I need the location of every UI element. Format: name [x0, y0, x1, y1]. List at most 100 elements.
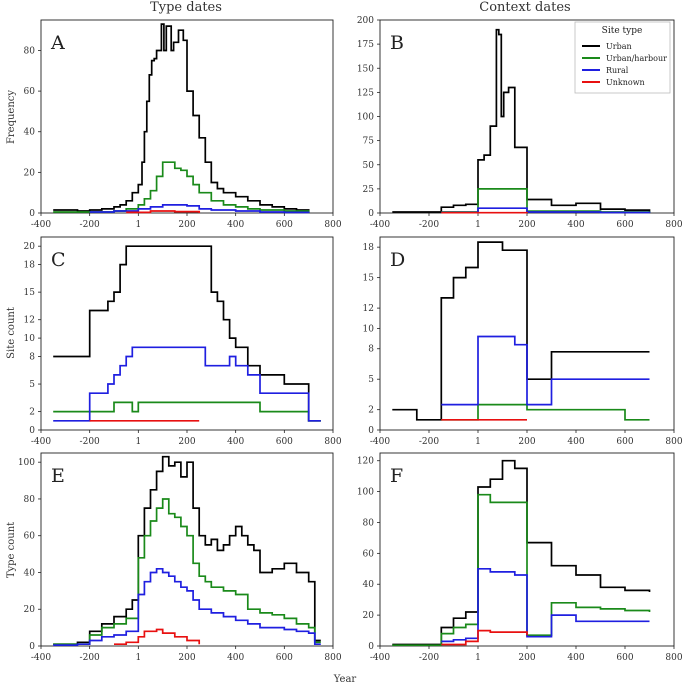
x-tick-label: -400: [370, 437, 390, 447]
y-tick-label: 15: [363, 274, 375, 284]
legend: Site type Urban Urban/harbour Rural Unkn…: [574, 21, 671, 94]
series-urban: [392, 459, 651, 646]
x-tick-label: -200: [419, 653, 439, 663]
panel-f: -400 -200 1 200 400 600 800 0 20 40 60 80 100 120 F: [357, 452, 683, 663]
x-tick-label: 200: [178, 653, 195, 663]
y-tick-label: 60: [24, 87, 36, 97]
x-tick-label: 400: [227, 437, 244, 447]
y-tick-label: 20: [24, 168, 36, 178]
panel-letter: A: [50, 32, 65, 54]
x-tick-label: 1: [475, 437, 481, 447]
panel-letter: C: [51, 249, 66, 271]
y-tick-label: 80: [24, 46, 36, 56]
y-tick-label: 40: [363, 580, 375, 590]
x-tick-label: 800: [324, 220, 341, 230]
series-unknown: [126, 210, 201, 214]
y-tick-label: 125: [357, 88, 374, 98]
series-urban: [53, 245, 321, 422]
y-tick-label: 50: [363, 161, 375, 171]
series-rural: [53, 567, 321, 646]
y-tick-label: 10: [363, 324, 375, 334]
series-urban: [53, 455, 321, 646]
legend-label-rural: Rural: [606, 66, 629, 75]
x-tick-label: -200: [80, 220, 100, 230]
x-tick-label: -400: [31, 220, 51, 230]
x-tick-label: 800: [324, 653, 341, 663]
y-tick-label: 5: [29, 380, 35, 390]
x-tick-label: 800: [324, 437, 341, 447]
y-tick-label: 40: [24, 128, 36, 138]
y-tick-label: 0: [29, 642, 35, 652]
y-tick-label: 25: [363, 185, 375, 195]
x-tick-label: 400: [567, 653, 584, 663]
x-tick-label: 400: [227, 220, 244, 230]
series-rural: [441, 335, 650, 406]
y-tick-label: 18: [363, 243, 375, 253]
legend-label-urban-harbour: Urban/harbour: [606, 54, 667, 63]
x-tick-label: 1: [475, 220, 481, 230]
series-rural: [53, 346, 321, 422]
x-tick-label: 400: [567, 437, 584, 447]
x-tick-label: 800: [665, 437, 682, 447]
legend-label-unknown: Unknown: [606, 78, 645, 87]
legend-title: Site type: [602, 26, 643, 36]
x-tick-label: 600: [276, 653, 293, 663]
series-urban-harbour: [53, 161, 310, 213]
x-tick-label: 1: [135, 220, 141, 230]
y-tick-label: 2: [368, 406, 374, 416]
x-tick-label: 600: [616, 220, 633, 230]
panel-frame: [40, 452, 334, 647]
y-tick-label: 60: [363, 549, 375, 559]
y-tick-label: 12: [363, 304, 374, 314]
y-tick-label: 15: [24, 288, 36, 298]
y-tick-label: 120: [357, 457, 374, 467]
x-tick-label: 200: [178, 220, 195, 230]
x-tick-label: 200: [518, 437, 535, 447]
series-urban: [392, 28, 651, 213]
x-tick-label: -400: [31, 653, 51, 663]
ylabel-type-count: Type count: [6, 522, 17, 578]
panel-e: -400 -200 1 200 400 600 800 0 20 40 60 80 100 E: [18, 452, 342, 663]
x-tick-label: -400: [31, 437, 51, 447]
x-tick-label: 600: [616, 653, 633, 663]
x-tick-label: -400: [370, 653, 390, 663]
panel-letter: E: [51, 465, 65, 487]
y-tick-label: 40: [24, 568, 36, 578]
x-tick-label: -200: [419, 437, 439, 447]
y-tick-label: 8: [368, 345, 374, 355]
panel-d: -400 -200 1 200 400 600 800 0 2 5 8 10 12 15 18 D: [363, 236, 683, 447]
x-tick-label: -200: [80, 653, 100, 663]
x-tick-label: 600: [276, 220, 293, 230]
y-tick-label: 100: [357, 113, 374, 123]
y-tick-label: 18: [24, 261, 36, 271]
panel-letter: D: [390, 249, 405, 271]
y-tick-label: 0: [368, 642, 374, 652]
series-unknown: [114, 628, 201, 646]
panel-a: -400 -200 1 200 400 600 800 0 20 40 60 80 A: [24, 19, 342, 230]
y-tick-label: 2: [29, 408, 35, 418]
series-urban: [392, 241, 650, 421]
x-tick-label: 1: [475, 653, 481, 663]
x-tick-label: 1: [135, 653, 141, 663]
panel-c: -400 -200 1 200 400 600 800 0 2 5 8 10 12 15 18 20 C: [24, 236, 342, 447]
x-tick-label: -200: [419, 220, 439, 230]
y-tick-label: 75: [363, 137, 375, 147]
series-unknown: [441, 629, 528, 646]
y-tick-label: 0: [368, 426, 374, 436]
panel-letter: F: [390, 465, 403, 487]
y-tick-label: 60: [24, 532, 36, 542]
series-urban: [53, 23, 310, 213]
series-rural: [441, 567, 650, 643]
series-urban-harbour: [53, 498, 321, 646]
y-tick-label: 0: [368, 209, 374, 219]
series-urban-harbour: [53, 401, 321, 422]
y-tick-label: 200: [357, 16, 374, 26]
x-tick-label: 200: [178, 437, 195, 447]
ylabel-site-count: Site count: [6, 307, 17, 359]
y-tick-label: 20: [24, 605, 36, 615]
x-tick-label: 400: [227, 653, 244, 663]
x-tick-label: 400: [567, 220, 584, 230]
x-tick-label: 200: [518, 653, 535, 663]
